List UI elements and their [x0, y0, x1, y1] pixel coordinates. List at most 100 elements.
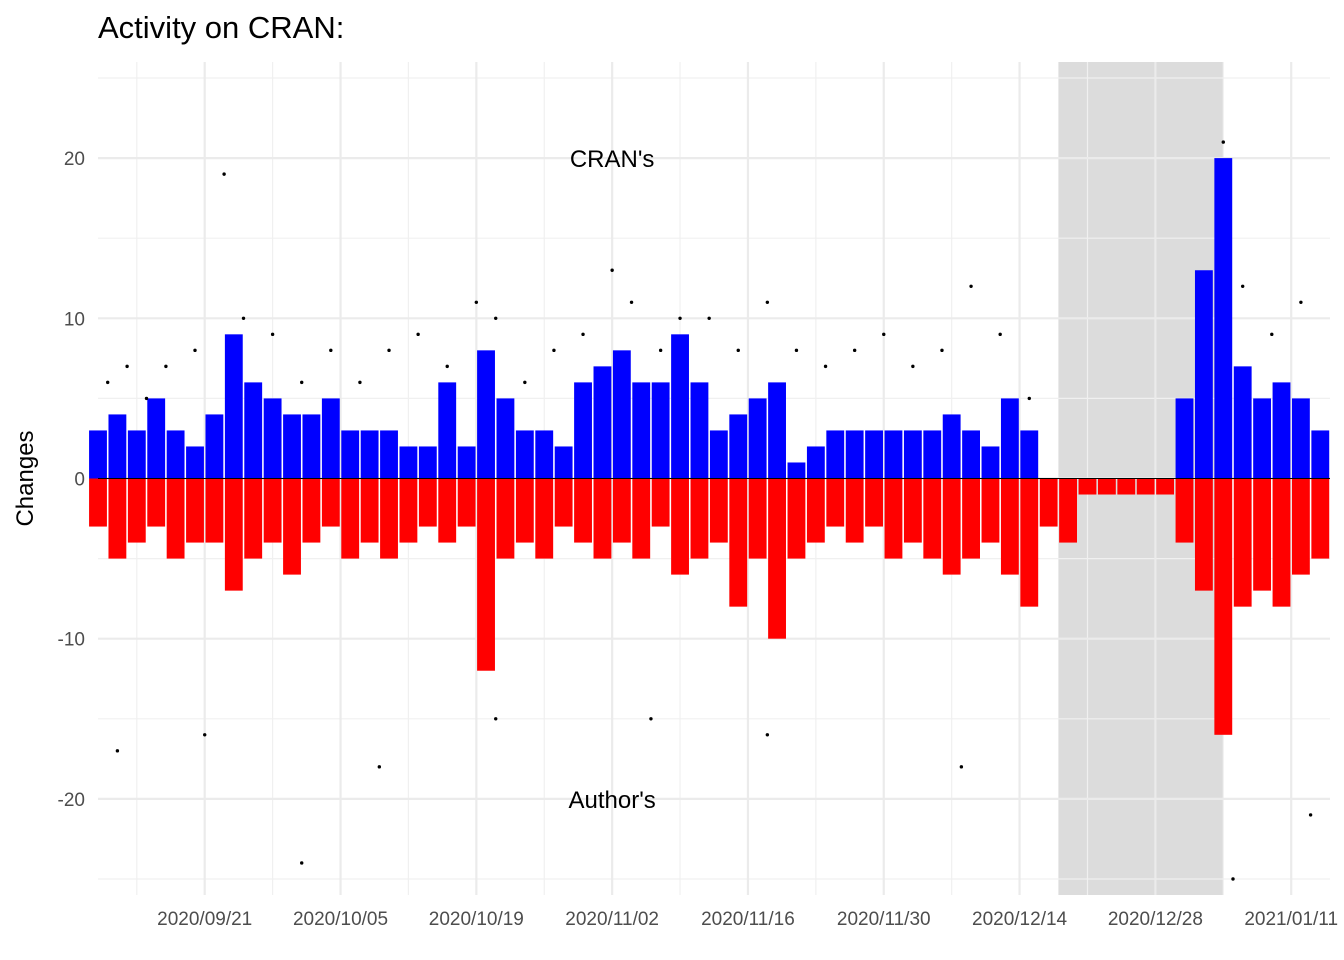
- point-1: [125, 364, 129, 369]
- bar-s1-50: [1059, 478, 1078, 543]
- point-17: [552, 348, 556, 353]
- x-tick-label: 2020/12/14: [972, 909, 1068, 930]
- bar-s1-7: [224, 478, 243, 591]
- point-39: [115, 749, 120, 753]
- bar-s1-34: [748, 478, 767, 559]
- point-45: [765, 733, 770, 737]
- bar-s1-25: [574, 478, 592, 543]
- bar-s0-24: [554, 446, 573, 479]
- bar-s1-56: [1175, 478, 1194, 543]
- bar-s1-6: [205, 478, 224, 543]
- point-23: [707, 316, 711, 321]
- bar-s0-45: [962, 430, 980, 479]
- x-tick-label: 2020/10/05: [293, 909, 388, 930]
- bar-s0-10: [283, 414, 301, 479]
- point-9: [329, 348, 333, 353]
- point-16: [523, 380, 527, 385]
- bar-s0-58: [1214, 158, 1233, 479]
- bar-s1-24: [554, 478, 573, 527]
- chart-title: Activity on CRAN:: [98, 10, 345, 45]
- point-32: [969, 284, 973, 288]
- point-41: [300, 861, 304, 865]
- bar-s0-43: [923, 430, 942, 479]
- bar-s0-35: [768, 382, 786, 479]
- point-13: [445, 364, 449, 369]
- bar-s0-28: [632, 382, 651, 479]
- bar-s1-4: [166, 478, 185, 559]
- bar-s0-34: [748, 398, 767, 479]
- bar-s0-16: [399, 446, 418, 479]
- bar-s1-42: [903, 478, 922, 543]
- point-8: [300, 380, 304, 385]
- point-24: [736, 348, 740, 353]
- bar-s1-22: [515, 478, 534, 543]
- point-2: [144, 396, 149, 401]
- bar-s0-14: [360, 430, 379, 479]
- bar-s0-15: [380, 430, 398, 479]
- bar-s1-15: [380, 478, 398, 559]
- bar-s0-17: [418, 446, 437, 479]
- bar-s0-6: [205, 414, 224, 479]
- bar-s1-53: [1117, 478, 1136, 495]
- bar-s0-7: [224, 334, 243, 479]
- point-6: [241, 316, 246, 321]
- bar-s1-39: [845, 478, 864, 543]
- point-28: [852, 348, 857, 353]
- point-4: [193, 348, 197, 353]
- x-tick-label: 2021/01/11: [1244, 909, 1338, 930]
- bar-s1-12: [321, 478, 340, 527]
- x-tick-label: 2020/10/19: [429, 909, 524, 930]
- point-34: [1027, 396, 1031, 401]
- bar-s1-30: [671, 478, 689, 575]
- bar-s1-41: [884, 478, 903, 559]
- point-31: [940, 348, 944, 353]
- labels-group: 20 10 0 -10 -20 2020/09/21 2020/10/05 2020/10/1…: [12, 146, 1338, 930]
- point-10: [358, 380, 362, 385]
- point-25: [765, 300, 770, 304]
- bar-s1-11: [302, 478, 321, 543]
- bar-s0-48: [1020, 430, 1039, 479]
- bar-s1-28: [632, 478, 651, 559]
- bar-s1-40: [865, 478, 883, 527]
- point-22: [678, 316, 682, 321]
- bar-s1-55: [1156, 478, 1175, 495]
- bar-s1-29: [651, 478, 670, 527]
- y-tick-label: -10: [58, 630, 85, 651]
- bar-s0-0: [89, 430, 107, 479]
- bar-s1-17: [418, 478, 437, 527]
- bar-s0-44: [942, 414, 961, 479]
- point-5: [222, 172, 226, 176]
- point-20: [629, 300, 634, 304]
- bar-s0-30: [671, 334, 689, 479]
- bar-s1-62: [1291, 478, 1310, 575]
- bar-s1-60: [1253, 478, 1272, 591]
- bar-s0-2: [127, 430, 146, 479]
- bar-s0-59: [1233, 366, 1252, 479]
- x-tick-label: 2020/09/21: [157, 909, 252, 930]
- bar-s1-54: [1136, 478, 1155, 495]
- point-43: [494, 717, 498, 721]
- bar-s1-35: [768, 478, 786, 639]
- point-47: [1231, 877, 1235, 881]
- bar-s0-25: [574, 382, 592, 479]
- bar-s0-60: [1253, 398, 1272, 479]
- bar-s0-4: [166, 430, 185, 479]
- bar-s1-46: [981, 478, 1000, 543]
- point-35: [1221, 140, 1225, 144]
- bar-s1-57: [1194, 478, 1213, 591]
- point-21: [658, 348, 663, 353]
- y-tick-label: 10: [64, 309, 85, 330]
- bar-s1-2: [127, 478, 146, 543]
- bar-s0-31: [690, 382, 709, 479]
- point-12: [416, 332, 420, 337]
- bar-s1-16: [399, 478, 418, 543]
- bar-s1-45: [962, 478, 980, 559]
- bar-s1-19: [457, 478, 476, 527]
- point-38: [1299, 300, 1303, 304]
- bar-s1-0: [89, 478, 107, 527]
- annotation-0: CRAN's: [570, 146, 655, 173]
- bar-s0-19: [457, 446, 476, 479]
- bar-s0-36: [787, 462, 806, 479]
- points-group: [106, 140, 1313, 881]
- point-27: [823, 364, 828, 369]
